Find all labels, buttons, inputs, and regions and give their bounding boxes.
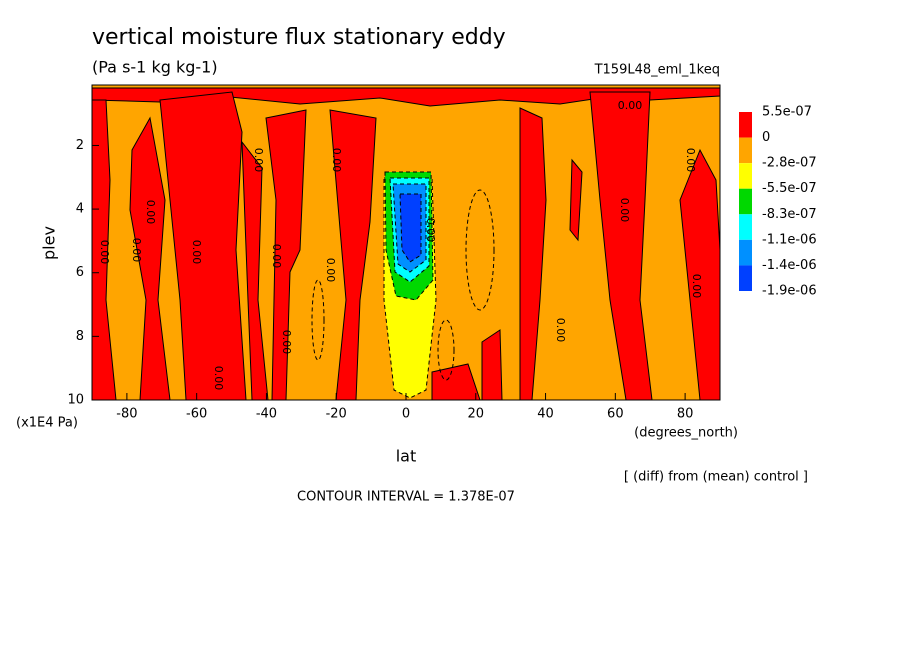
field-region <box>265 109 307 401</box>
field-region <box>329 109 377 401</box>
colorbar-box <box>739 214 752 240</box>
x-units: (degrees_north) <box>634 426 738 441</box>
colorbar-box <box>739 239 752 266</box>
contour-label: 0.00 <box>330 148 343 173</box>
note: [ (diff) from (mean) control ] <box>624 470 808 485</box>
field-region <box>569 158 583 242</box>
colorbar-box <box>739 137 752 164</box>
x-tick-label: -60 <box>186 407 207 422</box>
subtitle: (Pa s-1 kg kg-1) <box>92 58 218 77</box>
y-axis-label: plev <box>40 226 59 260</box>
y-tick-label: 6 <box>76 265 84 280</box>
x-tick-label: 20 <box>468 407 485 422</box>
contour-line <box>437 319 455 381</box>
y-tick-label: 10 <box>67 393 84 408</box>
contour-field: 0.000.00 0.000.000.000.000.000.000.000.00… <box>91 85 721 401</box>
colorbar-label: 5.5e-07 <box>762 105 812 120</box>
x-tick-label: -20 <box>326 407 347 422</box>
colorbar-label: -5.5e-07 <box>762 181 817 196</box>
x-tick-label: 80 <box>677 407 694 422</box>
x-tick-label: 0 <box>402 407 410 422</box>
colorbar-label: -1.1e-06 <box>762 232 817 247</box>
contour-label: 0.00 <box>212 366 225 391</box>
y-tick-label: 2 <box>76 138 84 153</box>
x-axis-label: lat <box>396 447 417 466</box>
field-region <box>481 329 503 401</box>
colorbar-label: -1.4e-06 <box>762 258 817 273</box>
y-units: (x1E4 Pa) <box>16 416 78 431</box>
contour-label: 0.00 <box>618 198 631 223</box>
contour-label: 0.00 <box>554 318 567 343</box>
field-region <box>399 193 422 263</box>
contour-label: 0.00 <box>252 148 265 173</box>
colorbar-label: -1.9e-06 <box>762 284 817 299</box>
contour-interval: CONTOUR INTERVAL = 1.378E-07 <box>297 490 515 505</box>
contour-label: 0.00 <box>144 200 157 225</box>
contour-label: 0.00 <box>618 99 643 112</box>
contour-label: 0.00 <box>690 274 703 299</box>
x-tick-label: -40 <box>256 407 277 422</box>
contour-line <box>311 279 325 361</box>
contour-line <box>465 189 495 311</box>
contour-label: 0.00 <box>130 238 143 263</box>
colorbar-box <box>739 265 752 291</box>
contour-label: 0.00 <box>270 244 283 269</box>
y-tick-label: 8 <box>76 329 84 344</box>
colorbar-box <box>739 112 752 138</box>
x-tick-label: -80 <box>116 407 137 422</box>
contour-label: 0.00 <box>684 148 697 173</box>
x-tick-label: 40 <box>537 407 554 422</box>
contour-label: 0.00 <box>424 218 437 243</box>
y-tick-label: 4 <box>76 202 84 217</box>
contour-label: 0.00 <box>98 240 111 265</box>
dataset-label: T159L48_eml_1keq <box>594 63 720 78</box>
colorbar-label: -2.8e-07 <box>762 156 817 171</box>
chart-title: vertical moisture flux stationary eddy <box>92 25 506 50</box>
contour-label: 0.00 <box>324 258 337 283</box>
colorbar-box <box>739 188 752 215</box>
colorbar-label: -8.3e-07 <box>762 207 817 222</box>
colorbar-label: 0 <box>762 130 770 145</box>
colorbar-box <box>739 163 752 189</box>
contour-label: 0.00 <box>190 240 203 265</box>
contour-label: 0.00 <box>280 330 293 355</box>
x-tick-label: 60 <box>607 407 624 422</box>
